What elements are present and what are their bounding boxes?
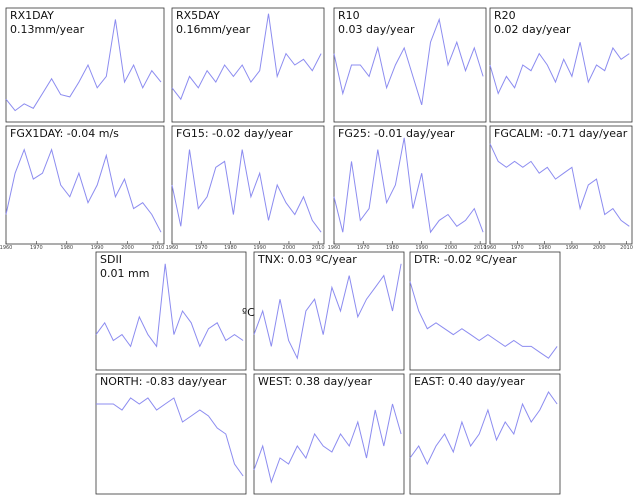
x-tick-label: 1960 xyxy=(0,245,12,251)
panel-title: FGX1DAY: -0.04 m/s xyxy=(10,127,119,140)
x-tick-label: 1980 xyxy=(60,245,73,251)
panel-frame xyxy=(489,7,633,123)
panel-title: FGCALM: -0.71 day/year xyxy=(494,127,628,140)
series-line xyxy=(5,147,162,233)
panel-subtitle: 0.13mm/year xyxy=(10,23,85,36)
panel-title: FG15: -0.02 day/year xyxy=(176,127,293,140)
panel-title: SDII xyxy=(100,253,122,266)
series-line xyxy=(253,263,402,360)
panel-frame xyxy=(5,7,165,123)
series-line xyxy=(489,143,630,227)
panel-frame xyxy=(409,373,561,495)
x-tick-label: 2000 xyxy=(593,245,606,251)
series-line xyxy=(96,397,244,477)
x-tick-label: 1970 xyxy=(357,245,370,251)
panel-title: EAST: 0.40 day/year xyxy=(414,375,525,388)
panel-frame xyxy=(409,251,561,371)
panel-title: RX1DAY xyxy=(10,9,54,22)
panel-title: NORTH: -0.83 day/year xyxy=(100,375,227,388)
x-tick-label: 2000 xyxy=(121,245,134,251)
x-tick-label: 1990 xyxy=(415,245,428,251)
series-line xyxy=(171,13,322,101)
y-axis-label: ºC xyxy=(242,306,255,319)
panel-title: R10 xyxy=(338,9,360,22)
panel-frame xyxy=(253,373,405,495)
x-tick-label: 1970 xyxy=(30,245,43,251)
panel-title: R20 xyxy=(494,9,516,22)
series-line xyxy=(333,137,484,234)
series-line xyxy=(5,19,162,112)
x-tick-label: 2010 xyxy=(152,245,165,251)
x-tick-label: 1990 xyxy=(91,245,104,251)
x-tick-label: 1980 xyxy=(224,245,237,251)
panel-frame xyxy=(171,125,325,245)
panel-frame xyxy=(171,7,325,123)
x-tick-label: 1990 xyxy=(566,245,579,251)
panel-subtitle: 0.03 day/year xyxy=(338,23,415,36)
x-tick-label: 1960 xyxy=(166,245,179,251)
series-line xyxy=(489,42,630,95)
series-line xyxy=(409,281,558,359)
panel-subtitle: 0.01 mm xyxy=(100,267,149,280)
x-tick-label: 1960 xyxy=(484,245,497,251)
panel-subtitle: 0.02 day/year xyxy=(494,23,571,36)
x-tick-label: 2010 xyxy=(620,245,633,251)
panel-title: WEST: 0.38 day/year xyxy=(258,375,372,388)
panel-title: FG25: -0.01 day/year xyxy=(338,127,455,140)
panel-subtitle: 0.16mm/year xyxy=(176,23,251,36)
x-tick-label: 2000 xyxy=(283,245,296,251)
series-line xyxy=(333,17,484,106)
panel-title: RX5DAY xyxy=(176,9,220,22)
x-tick-label: 1990 xyxy=(253,245,266,251)
x-tick-label: 1970 xyxy=(511,245,524,251)
x-tick-label: 1980 xyxy=(538,245,551,251)
panel-frame xyxy=(489,125,633,245)
series-line xyxy=(171,149,322,233)
x-tick-label: 2010 xyxy=(474,245,487,251)
panel-title: TNX: 0.03 ºC/year xyxy=(257,253,357,266)
series-line xyxy=(409,391,558,466)
x-tick-label: 1980 xyxy=(386,245,399,251)
x-tick-label: 2010 xyxy=(312,245,325,251)
panel-frame xyxy=(95,373,247,495)
x-tick-label: 2000 xyxy=(445,245,458,251)
panel-frame xyxy=(253,251,405,371)
series-line xyxy=(253,403,402,484)
x-tick-label: 1960 xyxy=(328,245,341,251)
panel-title: DTR: -0.02 ºC/year xyxy=(414,253,517,266)
x-tick-label: 1970 xyxy=(195,245,208,251)
panel-frame xyxy=(5,125,165,245)
series-line xyxy=(95,263,244,348)
